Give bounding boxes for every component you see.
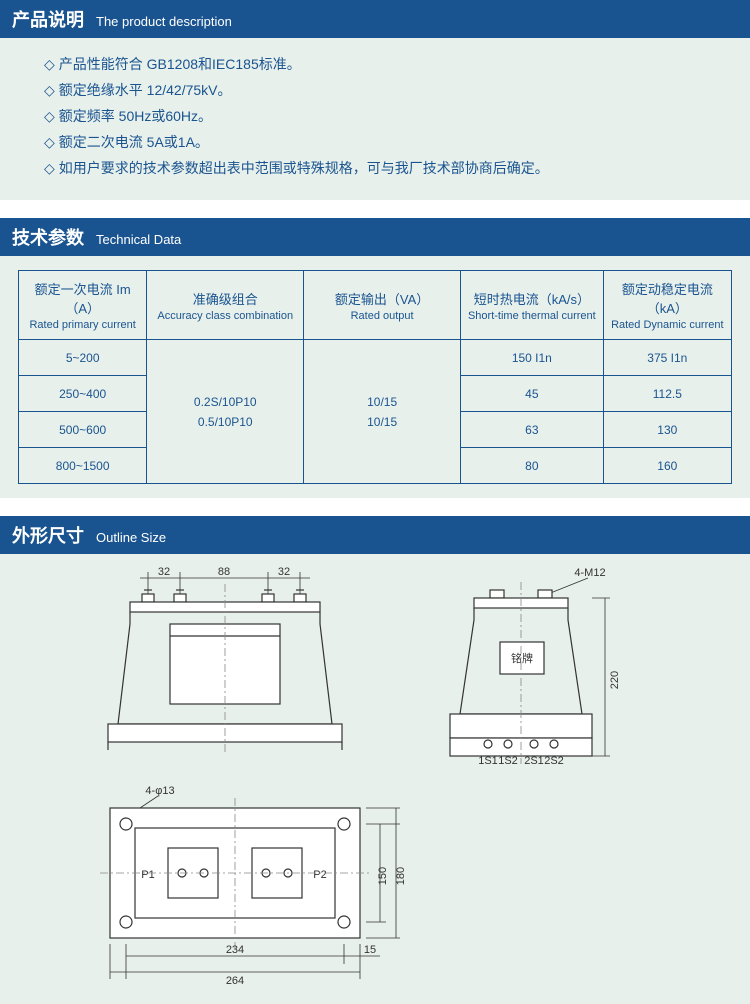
section-title-en: The product description — [96, 14, 232, 29]
dim-label: 32 — [158, 566, 170, 578]
table-cell: 150 I1n — [461, 340, 604, 376]
table-cell: 800~1500 — [19, 448, 147, 484]
table-cell-output: 10/15 10/15 — [304, 340, 461, 484]
table-cell: 160 — [603, 448, 731, 484]
terminal-label: 2S1 — [524, 755, 544, 767]
front-view-drawing: 32 88 32 — [100, 564, 360, 764]
description-item: 额定二次电流 5A或1A。 — [44, 132, 730, 152]
table-header: 额定输出（VA） Rated output — [304, 271, 461, 340]
dim-label: 234 — [226, 944, 244, 956]
top-view-drawing: 4-φ13 P1 P2 234 264 15 — [90, 784, 430, 994]
terminal-label: 1S1 — [478, 755, 498, 767]
table-cell: 5~200 — [19, 340, 147, 376]
bolt-label: 4-M12 — [574, 567, 605, 579]
description-item: 额定频率 50Hz或60Hz。 — [44, 106, 730, 126]
terminal-label: 2S2 — [544, 755, 564, 767]
technical-table: 额定一次电流 Im（A） Rated primary current 准确级组合… — [18, 270, 732, 484]
terminal-label: 1S2 — [498, 755, 518, 767]
section-header-outline: 外形尺寸 Outline Size — [0, 516, 750, 554]
description-item: 如用户要求的技术参数超出表中范围或特殊规格，可与我厂技术部协商后确定。 — [44, 158, 730, 178]
section-title-zh: 外形尺寸 — [12, 522, 84, 548]
table-cell: 45 — [461, 376, 604, 412]
section-title-zh: 技术参数 — [12, 224, 84, 250]
p2-label: P2 — [313, 869, 326, 881]
table-header-row: 额定一次电流 Im（A） Rated primary current 准确级组合… — [19, 271, 732, 340]
technical-body: 额定一次电流 Im（A） Rated primary current 准确级组合… — [0, 256, 750, 498]
table-header: 额定动稳定电流（kA） Rated Dynamic current — [603, 271, 731, 340]
dim-label: 150 — [377, 867, 389, 885]
side-view-drawing: 4-M12 铭牌 1S1 1S2 2S1 2S2 220 — [430, 564, 660, 774]
table-header: 短时热电流（kA/s） Short-time thermal current — [461, 271, 604, 340]
dim-label: 32 — [278, 566, 290, 578]
table-header: 准确级组合 Accuracy class combination — [147, 271, 304, 340]
table-header: 额定一次电流 Im（A） Rated primary current — [19, 271, 147, 340]
table-cell: 500~600 — [19, 412, 147, 448]
p1-label: P1 — [141, 869, 154, 881]
description-item: 额定绝缘水平 12/42/75kV。 — [44, 80, 730, 100]
table-cell: 63 — [461, 412, 604, 448]
table-cell: 375 I1n — [603, 340, 731, 376]
dim-label: 88 — [218, 566, 230, 578]
section-title-en: Outline Size — [96, 530, 166, 545]
section-title-zh: 产品说明 — [12, 6, 84, 32]
table-cell-accuracy: 0.2S/10P10 0.5/10P10 — [147, 340, 304, 484]
description-list: 产品性能符合 GB1208和IEC185标准。 额定绝缘水平 12/42/75k… — [20, 54, 730, 178]
section-title-en: Technical Data — [96, 232, 181, 247]
description-body: 产品性能符合 GB1208和IEC185标准。 额定绝缘水平 12/42/75k… — [0, 38, 750, 200]
description-item: 产品性能符合 GB1208和IEC185标准。 — [44, 54, 730, 74]
table-cell: 112.5 — [603, 376, 731, 412]
outline-body: 32 88 32 4-M12 — [0, 554, 750, 1004]
table-row: 5~200 0.2S/10P10 0.5/10P10 10/15 10/15 1… — [19, 340, 732, 376]
hole-label: 4-φ13 — [145, 785, 174, 797]
table-cell: 80 — [461, 448, 604, 484]
table-cell: 130 — [603, 412, 731, 448]
dim-label: 220 — [609, 671, 621, 689]
dim-label: 264 — [226, 975, 244, 987]
nameplate-label: 铭牌 — [511, 651, 533, 665]
table-cell: 250~400 — [19, 376, 147, 412]
section-header-description: 产品说明 The product description — [0, 0, 750, 38]
dim-label: 15 — [364, 944, 376, 956]
section-header-technical: 技术参数 Technical Data — [0, 218, 750, 256]
dim-label: 180 — [395, 867, 407, 885]
